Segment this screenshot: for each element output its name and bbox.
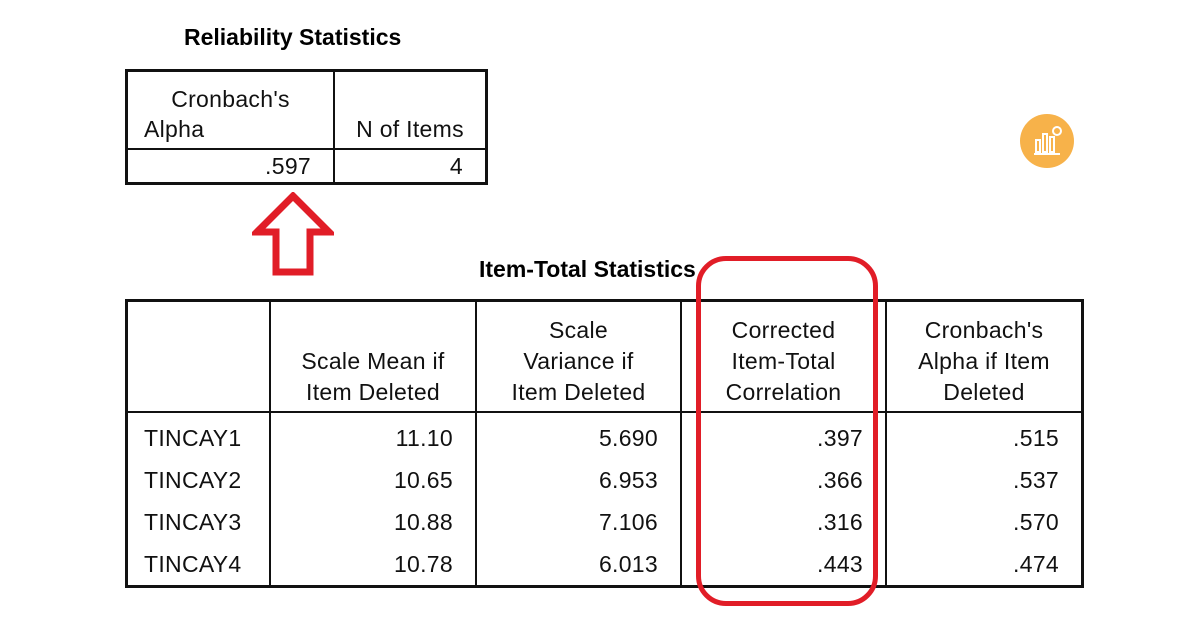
header-alpha-if-deleted: Cronbach's Alpha if Item Deleted [886,300,1083,413]
cronbachs-alpha-value: .597 [126,149,335,184]
scale-variance-cell: 6.013 [476,543,682,587]
header-cronbachs-alpha: Cronbach's Alpha [126,70,335,150]
alpha-if-deleted-cell: .515 [1013,424,1059,451]
table-row: TINCAY1 11.10 5.690 .397 .515 [126,412,1083,459]
row-label: TINCAY4 [126,543,271,587]
n-of-items-value: 4 [449,152,463,179]
header-line: Variance if [523,348,634,374]
scale-variance-cell: 5.690 [476,412,682,459]
table-row: TINCAY4 10.78 6.013 .443 .474 [126,543,1083,587]
header-line: Cronbach's [171,86,290,112]
corrected-correlation-cell: .366 [681,459,887,501]
header-line: Scale [548,317,609,343]
scale-mean-cell: 10.88 [270,501,477,543]
header-line: Alpha if Item [918,348,1050,374]
alpha-if-deleted-cell: .474 [1013,550,1059,577]
highlight-oval [696,256,878,606]
header-line: Deleted [943,379,1025,405]
chart-analytics-logo-icon [1020,114,1074,168]
up-arrow-outline-icon [252,192,334,276]
table-row: TINCAY2 10.65 6.953 .366 .537 [126,459,1083,501]
item-total-title: Item-Total Statistics [479,256,696,282]
header-line: Item Deleted [511,379,646,405]
header-corrected-item-total: Corrected Item-Total Correlation [681,300,887,413]
row-label: TINCAY1 [126,412,271,459]
item-total-header-row: Scale Mean if Item Deleted Scale Varianc… [126,300,1083,413]
scale-mean-cell: 10.78 [270,543,477,587]
header-scale-variance: Scale Variance if Item Deleted [476,300,682,413]
corrected-correlation-cell: .397 [681,412,887,459]
header-line: Item-Total [731,348,836,374]
header-item-label [126,300,271,413]
reliability-header-row: Cronbach's Alpha N of Items [126,70,487,150]
corrected-correlation-cell: .316 [681,501,887,543]
alpha-if-deleted-cell: .570 [1013,508,1059,535]
scale-mean-cell: 10.65 [270,459,477,501]
header-line: Item Deleted [306,379,440,405]
scale-mean-cell: 11.10 [270,412,477,459]
table-row: TINCAY3 10.88 7.106 .316 .570 [126,501,1083,543]
reliability-title: Reliability Statistics [184,24,402,50]
reliability-value-row: .597 4 [126,149,487,184]
scale-variance-cell: 6.953 [476,459,682,501]
header-scale-mean: Scale Mean if Item Deleted [270,300,477,413]
header-line: Corrected [731,317,836,343]
item-total-table: Scale Mean if Item Deleted Scale Varianc… [125,299,1084,588]
scale-variance-cell: 7.106 [476,501,682,543]
header-line: Correlation [725,379,842,405]
reliability-table: Cronbach's Alpha N of Items .597 4 [125,69,488,185]
row-label: TINCAY3 [126,501,271,543]
header-line: Scale Mean if [301,348,445,374]
alpha-if-deleted-cell: .537 [1013,466,1059,493]
header-line: Alpha [144,116,205,142]
row-label: TINCAY2 [126,459,271,501]
header-n-of-items: N of Items [334,70,487,150]
header-line: Cronbach's [924,317,1044,343]
header-line: N of Items [356,116,464,142]
